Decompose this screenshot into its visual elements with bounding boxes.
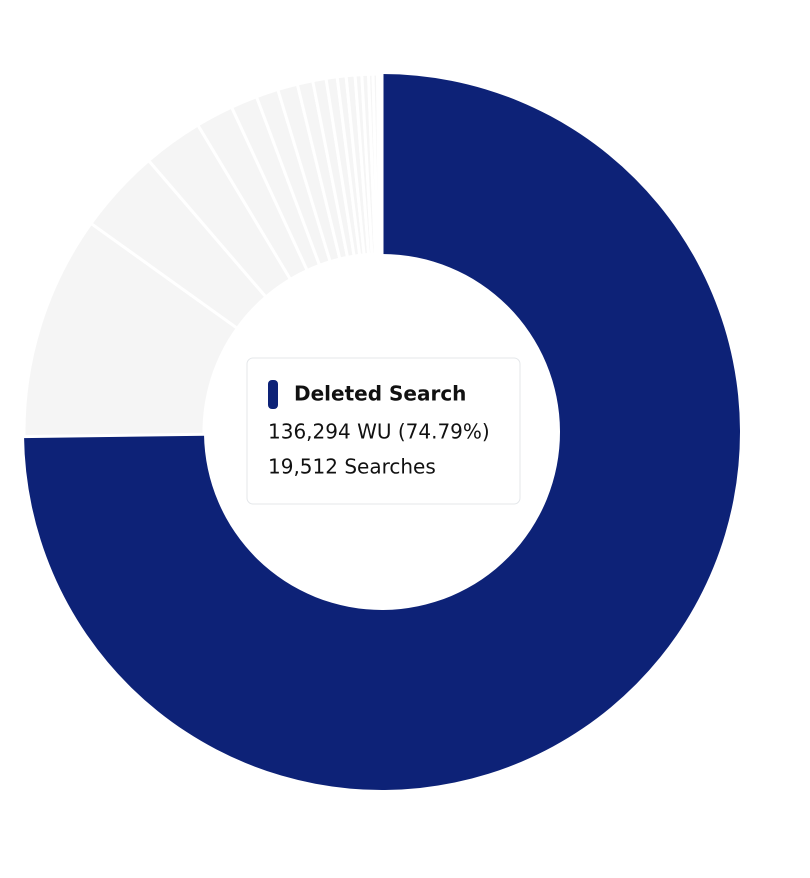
- tooltip: Deleted Search 136,294 WU (74.79%) 19,512 …: [246, 357, 521, 505]
- tooltip-box: [246, 357, 521, 505]
- tooltip-value: 136,294 WU (74.79%): [268, 420, 490, 444]
- donut-slice: [378, 72, 384, 256]
- tooltip-detail: 19,512 Searches: [268, 455, 436, 479]
- tooltip-marker: [268, 380, 278, 409]
- donut-slice: [24, 74, 740, 790]
- tooltip-title: Deleted Search: [294, 382, 466, 406]
